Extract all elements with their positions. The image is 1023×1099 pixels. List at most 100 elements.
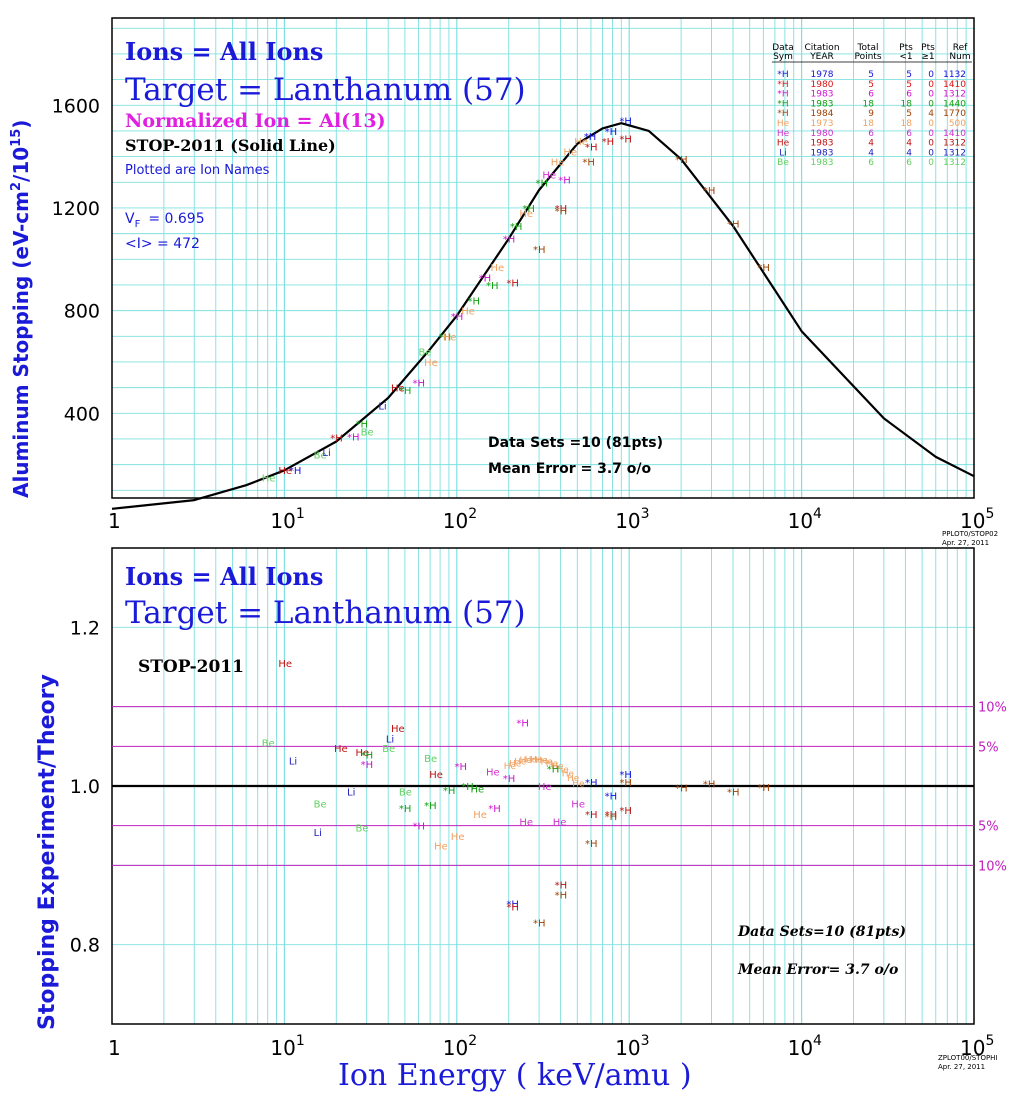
bottom-data-sets-label: Data Sets=10 (81pts) — [737, 924, 906, 940]
y-tick-label: 1.2 — [70, 617, 100, 639]
legend-cell: 18 — [901, 119, 913, 129]
data-point-marker: *H — [399, 386, 412, 397]
x-tick-label: 102 — [443, 1033, 477, 1060]
legend-cell: 0 — [928, 90, 934, 100]
data-point-marker: He — [553, 818, 567, 829]
data-point-marker: *H — [516, 719, 529, 730]
data-point-marker: He — [525, 755, 538, 765]
legend-cell: *H — [777, 99, 788, 109]
data-point-marker: *H — [355, 420, 368, 431]
top-plot-frame — [111, 17, 975, 499]
data-point-marker: Be — [314, 799, 327, 810]
data-point-marker: *H — [619, 135, 632, 146]
data-point-marker: He — [541, 757, 554, 767]
data-point-marker: He — [434, 842, 448, 853]
y-tick-label: 0.8 — [70, 935, 100, 957]
data-point-marker: *H — [451, 312, 464, 323]
data-point-marker: *H — [582, 158, 595, 169]
legend-cell: Be — [777, 158, 789, 168]
theory-curve-line — [111, 122, 975, 510]
data-point-marker: He — [486, 768, 500, 779]
legend-cell: 0 — [928, 99, 934, 109]
legend-cell: 1312 — [943, 148, 966, 158]
data-point-marker: He — [334, 744, 348, 755]
legend-header: <1 — [899, 52, 912, 62]
data-point-marker: *H — [479, 273, 492, 284]
data-point-marker: *H — [703, 780, 716, 791]
x-tick-label: 101 — [270, 1033, 304, 1060]
data-point-marker: He — [391, 384, 405, 395]
y-tick-label: 1600 — [52, 95, 100, 117]
data-point-marker: *H — [536, 178, 549, 189]
bottom-y-tick-labels: 0.8 1.0 1.2 — [70, 617, 100, 956]
top-corner-code-2: Apr. 27, 2011 — [942, 539, 989, 547]
data-point-marker: He — [535, 756, 548, 766]
data-point-marker: *H — [454, 762, 467, 773]
data-point-marker: *H — [439, 332, 452, 343]
x-tick-label: 104 — [788, 506, 822, 533]
data-point-marker: He — [519, 209, 533, 220]
data-point-marker: *H — [585, 142, 598, 153]
legend-header: Sym — [773, 52, 793, 62]
reference-line-label: 10% — [978, 701, 1007, 716]
plotted-note: Plotted are Ion Names — [125, 163, 270, 178]
legend-cell: 5 — [906, 70, 912, 80]
bottom-theory-label: STOP-2011 — [138, 657, 244, 677]
legend-cell: 0 — [928, 158, 934, 168]
data-point-marker: He — [519, 818, 533, 829]
data-point-marker: He — [473, 810, 487, 821]
bottom-title-ions: Ions = All Ions — [125, 562, 323, 591]
data-point-marker: *H — [503, 235, 516, 246]
legend-cell: 6 — [868, 129, 874, 139]
data-point-marker: He — [574, 137, 588, 148]
theory-label: STOP-2011 (Solid Line) — [125, 136, 336, 155]
legend-cell: 1984 — [811, 109, 834, 119]
data-point-marker: He — [461, 307, 475, 318]
data-point-marker: *H — [506, 899, 519, 910]
data-point-marker: He — [551, 158, 565, 169]
legend-cell: 0 — [928, 80, 934, 90]
data-point-marker: *H — [330, 434, 343, 445]
legend-cell: 9 — [868, 109, 874, 119]
legend-cell: 4 — [906, 148, 912, 158]
data-point-marker: *H — [675, 784, 688, 795]
data-point-marker: He — [509, 759, 522, 769]
legend-header: YEAR — [809, 52, 834, 62]
data-point-marker: Li — [347, 788, 355, 799]
data-point-marker: *H — [602, 137, 615, 148]
data-point-marker: *H — [506, 903, 519, 914]
bottom-title-target: Target = Lanthanum (57) — [125, 595, 526, 631]
data-point-marker: He — [391, 724, 405, 735]
bottom-chart-panel: 10%5%5%10% HeHeHeHeHeHeHeHeHeHeHeHeHeHeH… — [35, 547, 1007, 1093]
legend-cell: 1440 — [943, 99, 966, 109]
data-point-marker: *H — [547, 765, 560, 776]
top-theory-curve — [111, 122, 975, 510]
legend-cell: 1980 — [811, 80, 834, 90]
legend-cell: 6 — [868, 158, 874, 168]
legend-header: Ref — [953, 43, 968, 53]
top-y-tick-labels: 400 800 1200 1600 — [52, 95, 100, 425]
data-point-marker: *H — [488, 804, 501, 815]
legend-cell: 4 — [928, 109, 934, 119]
reference-line-label: 5% — [978, 740, 999, 755]
y-tick-label: 400 — [64, 403, 100, 425]
legend-cell: 4 — [868, 139, 874, 149]
legend-cell: 500 — [949, 119, 966, 129]
data-point-marker: *H — [347, 432, 360, 443]
data-point-marker: He — [572, 779, 585, 789]
top-title-target: Target = Lanthanum (57) — [125, 72, 526, 108]
data-point-marker: He — [546, 759, 559, 769]
x-tick-label: 1 — [108, 509, 121, 533]
legend-cell: 1983 — [811, 139, 834, 149]
data-legend-table: DataSymCitationYEARTotalPointsPts<1Pts≥1… — [772, 43, 972, 168]
reference-line-label: 5% — [978, 820, 999, 835]
x-tick-label: 105 — [960, 506, 994, 533]
legend-cell: 1770 — [943, 109, 966, 119]
data-point-marker: He — [514, 757, 527, 767]
data-point-marker: *H — [605, 810, 618, 821]
x-tick-label: 1 — [108, 1036, 121, 1060]
normalized-ion-label: Normalized Ion = Al(13) — [125, 110, 386, 132]
data-point-marker: *H — [533, 918, 546, 929]
